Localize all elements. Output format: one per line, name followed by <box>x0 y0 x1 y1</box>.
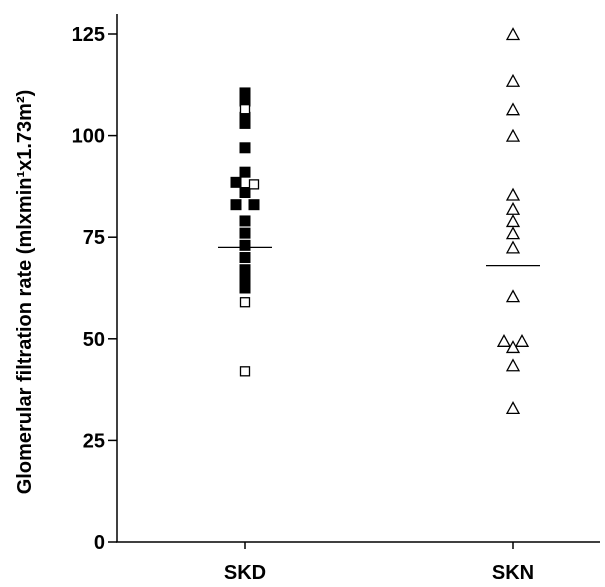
y-tick-label: 50 <box>83 329 105 351</box>
data-point-filled-square <box>239 142 251 154</box>
data-point-filled-square <box>239 87 251 99</box>
data-point-open-triangle <box>505 187 521 201</box>
data-point-open-triangle <box>505 214 521 228</box>
y-tick-label: 0 <box>94 532 105 554</box>
data-point-open-square <box>248 179 260 190</box>
data-point-filled-square <box>239 227 251 239</box>
data-point-open-triangle <box>505 27 521 41</box>
data-point-filled-square <box>239 111 251 123</box>
data-point-open-triangle <box>505 226 521 240</box>
data-point-open-triangle <box>496 333 512 347</box>
data-point-filled-square <box>248 199 260 211</box>
data-point-open-triangle <box>505 401 521 415</box>
data-point-filled-square <box>239 252 251 264</box>
data-point-open-triangle <box>505 358 521 372</box>
data-point-open-triangle <box>514 333 530 347</box>
data-point-filled-square <box>239 186 251 198</box>
data-point-filled-square <box>239 215 251 227</box>
y-tick-label: 25 <box>83 430 105 452</box>
data-point-open-triangle <box>505 102 521 116</box>
data-point-open-triangle <box>505 289 521 303</box>
y-tick-label: 75 <box>83 227 105 249</box>
data-point-filled-square <box>239 95 251 107</box>
y-axis-label: Glomerular filtration rate (mlxmin¹x1.73… <box>14 90 36 495</box>
data-point-open-square <box>239 104 251 115</box>
data-point-open-square <box>239 366 251 377</box>
data-point-open-triangle <box>505 128 521 142</box>
data-point-filled-square <box>239 264 251 276</box>
data-point-filled-square <box>239 166 251 178</box>
data-point-open-square <box>239 297 251 308</box>
x-tick-label: SKD <box>224 562 266 584</box>
plot-area: 0 25 50 75 100 125 SKD SKN <box>72 14 600 584</box>
y-tick-label: 125 <box>72 24 105 46</box>
y-tick-label: 100 <box>72 126 105 148</box>
data-point-open-triangle <box>505 201 521 215</box>
data-point-filled-square <box>239 282 251 294</box>
data-point-filled-square <box>239 239 251 251</box>
data-point-filled-square <box>239 117 251 129</box>
data-point-open-triangle <box>505 240 521 254</box>
data-point-filled-square <box>230 199 242 211</box>
x-tick-label: SKN <box>492 562 534 584</box>
data-point-open-triangle <box>505 340 521 354</box>
data-point-filled-square <box>230 176 242 188</box>
data-point-open-triangle <box>505 73 521 87</box>
data-point-filled-square <box>239 274 251 286</box>
